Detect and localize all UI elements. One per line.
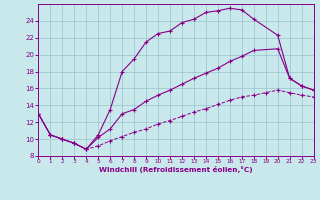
X-axis label: Windchill (Refroidissement éolien,°C): Windchill (Refroidissement éolien,°C) xyxy=(99,166,253,173)
